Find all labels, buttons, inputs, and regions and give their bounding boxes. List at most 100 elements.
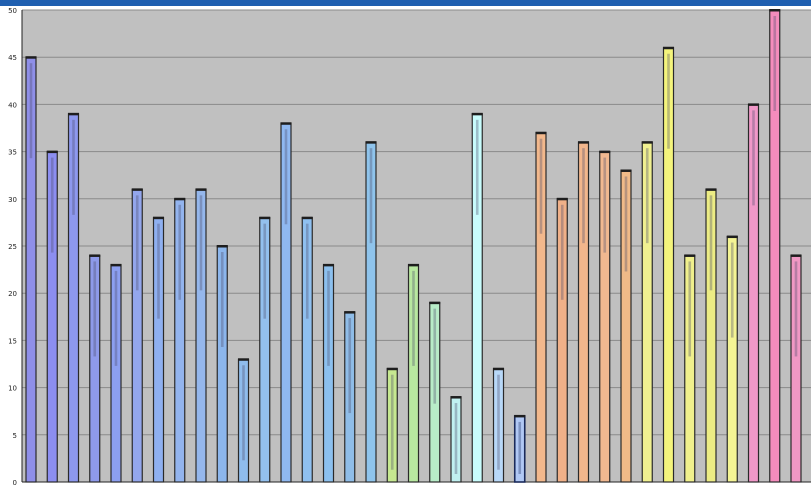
bar xyxy=(216,245,228,483)
bar-top-cap xyxy=(726,235,738,239)
bar-top-cap xyxy=(535,131,547,135)
bar-top-cap xyxy=(46,150,58,154)
y-tick-label: 15 xyxy=(8,337,17,345)
bar xyxy=(344,311,356,483)
bar-label-smudge xyxy=(667,53,670,149)
bar-label-smudge xyxy=(242,365,245,461)
y-tick-label: 45 xyxy=(8,54,17,62)
bar xyxy=(131,188,143,483)
bar-label-smudge xyxy=(582,148,585,244)
bar-top-cap xyxy=(386,367,398,371)
bar-label-smudge xyxy=(50,157,54,253)
bar-top-cap xyxy=(429,301,441,305)
bar xyxy=(67,112,80,483)
bar-label-smudge xyxy=(327,270,330,366)
bar-top-cap xyxy=(68,112,79,116)
y-tick-label: 35 xyxy=(8,149,17,157)
bar-top-cap xyxy=(471,112,483,116)
bar-label-smudge xyxy=(603,157,607,253)
bar-top-cap xyxy=(25,56,37,59)
window-top-bar xyxy=(0,0,811,6)
bar-label-smudge xyxy=(539,138,543,234)
bar-label-smudge xyxy=(135,195,139,291)
bar xyxy=(152,216,165,483)
bar-top-cap xyxy=(301,216,313,220)
bar-label-smudge xyxy=(475,119,479,215)
bar xyxy=(174,197,186,483)
bar xyxy=(705,188,717,483)
bar xyxy=(769,9,781,483)
bar-top-cap xyxy=(684,254,696,257)
y-tick-label: 30 xyxy=(8,196,17,204)
bar-label-smudge xyxy=(157,223,160,319)
bar-label-smudge xyxy=(220,252,224,347)
bar xyxy=(386,367,398,483)
bar xyxy=(599,150,611,483)
bar-label-smudge xyxy=(93,261,97,357)
y-tick-label: 40 xyxy=(8,101,17,109)
bar xyxy=(790,254,802,483)
bar xyxy=(280,122,292,483)
bar xyxy=(577,141,590,483)
bar-top-cap xyxy=(578,141,589,144)
bar-top-cap xyxy=(238,358,249,361)
bar-label-smudge xyxy=(624,176,628,272)
bar-label-smudge xyxy=(730,242,734,338)
bar xyxy=(237,358,250,483)
bar xyxy=(259,216,271,483)
y-tick-label: 50 xyxy=(8,7,17,15)
bar-top-cap xyxy=(769,9,781,12)
bar-label-smudge xyxy=(114,270,118,366)
bar-top-cap xyxy=(641,141,653,144)
bar-label-smudge xyxy=(497,374,500,470)
bar-top-cap xyxy=(280,122,292,125)
bar-top-cap xyxy=(599,150,611,154)
bar-label-smudge xyxy=(709,195,713,291)
bar-label-smudge xyxy=(560,204,564,300)
bar-label-smudge xyxy=(305,223,309,319)
bar-label-smudge xyxy=(752,110,755,206)
bar-top-cap xyxy=(153,216,164,220)
bar xyxy=(195,188,207,483)
bar-label-smudge xyxy=(412,270,415,366)
bar-top-cap xyxy=(620,169,632,172)
bar-top-cap xyxy=(259,216,271,220)
bar-label-smudge xyxy=(369,148,373,244)
bar xyxy=(365,141,377,483)
bar-label-smudge xyxy=(688,261,692,357)
bar-top-cap xyxy=(131,188,143,191)
bar-label-smudge xyxy=(199,195,203,291)
bar-label-smudge xyxy=(29,63,33,159)
bar xyxy=(110,263,122,483)
bar-top-cap xyxy=(514,414,526,418)
bar-top-cap xyxy=(365,141,377,144)
bar xyxy=(747,103,760,483)
y-tick-label: 25 xyxy=(8,243,17,251)
bar-top-cap xyxy=(663,46,674,50)
bar-top-cap xyxy=(174,197,186,201)
bar xyxy=(89,254,101,483)
bar-label-smudge xyxy=(518,421,522,474)
bar xyxy=(620,169,632,483)
bar-label-smudge xyxy=(72,119,75,215)
bar-label-smudge xyxy=(284,129,288,225)
bar-label-smudge xyxy=(794,261,798,357)
bar xyxy=(513,414,526,483)
bar-top-cap xyxy=(790,254,802,257)
bar xyxy=(641,141,653,483)
bar-top-cap xyxy=(493,367,504,371)
bar-top-cap xyxy=(110,263,122,267)
bar-label-smudge xyxy=(178,204,182,300)
bar xyxy=(25,56,37,483)
bar-top-cap xyxy=(450,396,462,399)
bar-label-smudge xyxy=(454,403,458,474)
bar-top-cap xyxy=(556,197,568,201)
bar-top-cap xyxy=(748,103,759,106)
bar xyxy=(471,112,483,483)
bar-top-cap xyxy=(323,263,334,267)
bar-label-smudge xyxy=(263,223,267,319)
bar-top-cap xyxy=(216,245,228,248)
y-tick-label: 20 xyxy=(8,290,17,298)
bar xyxy=(46,150,58,483)
bar-label-smudge xyxy=(348,318,352,414)
